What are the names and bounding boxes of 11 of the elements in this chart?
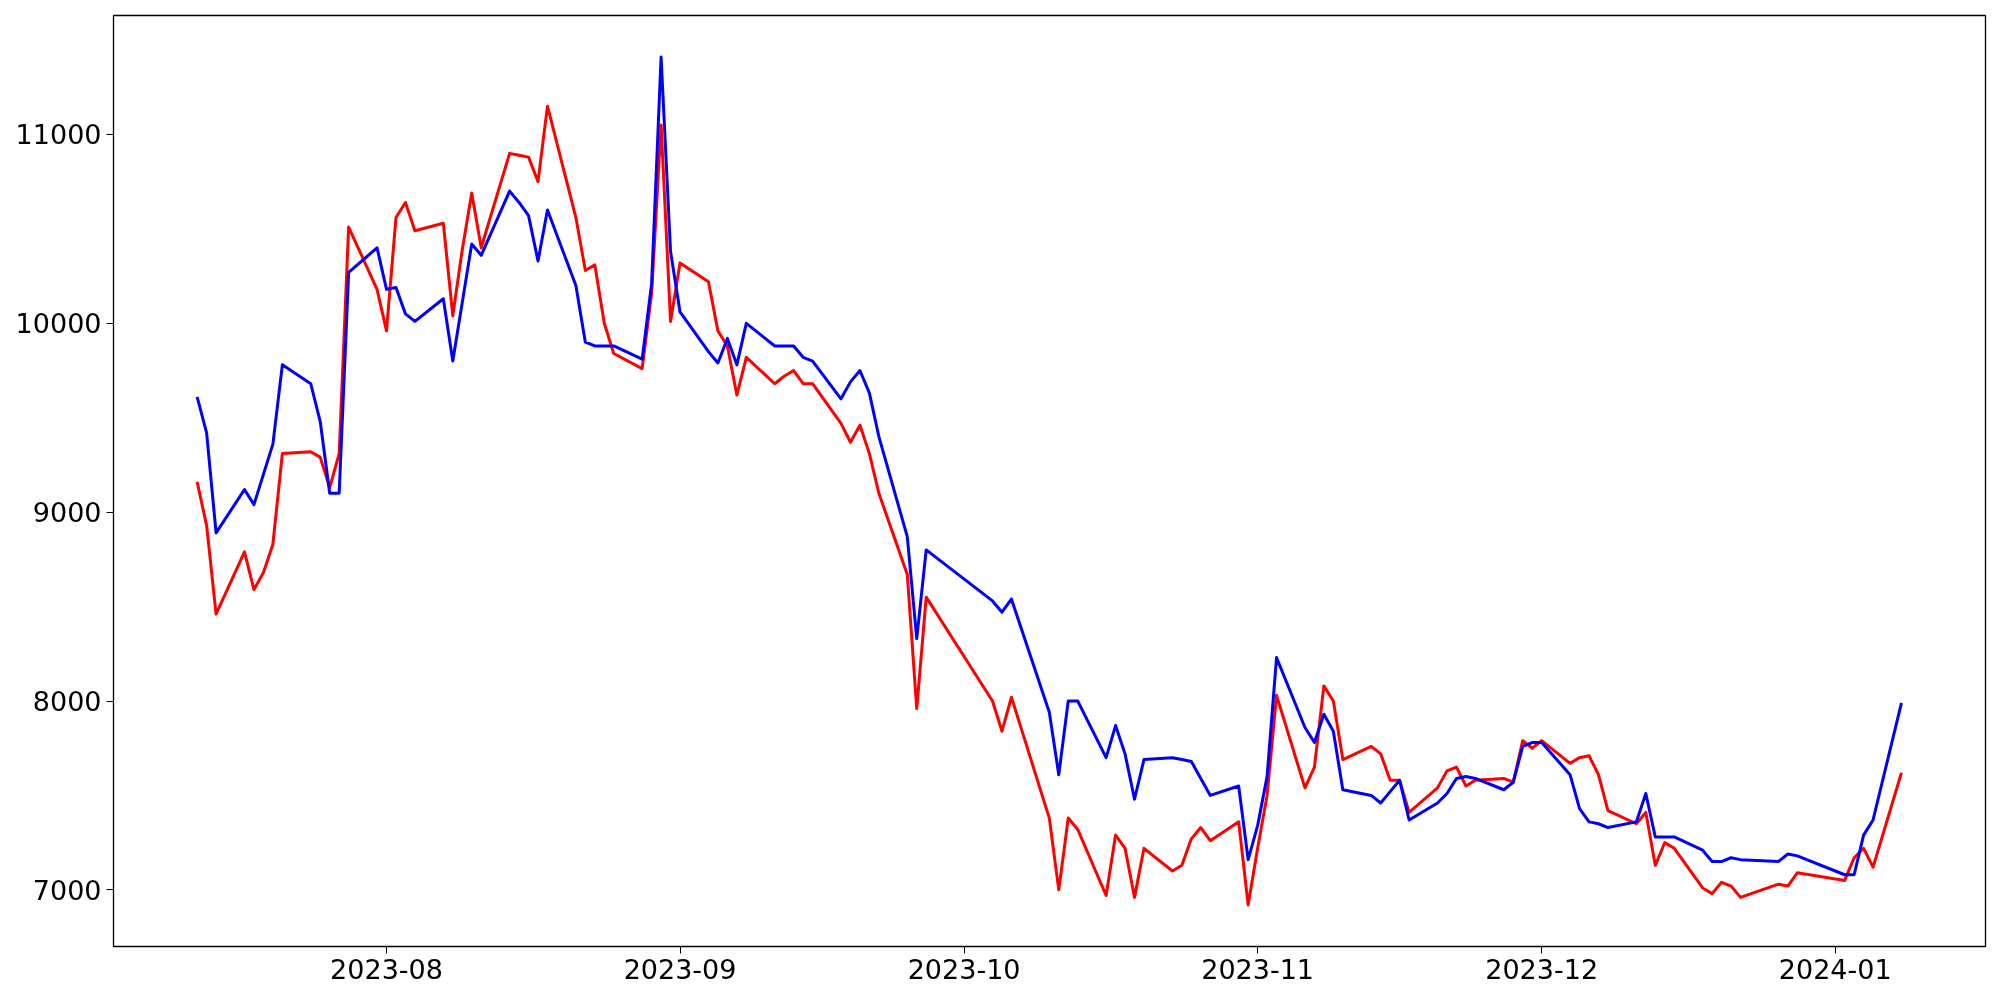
y-tick-label: 8000 [32,686,102,717]
x-tick-label: 2023-10 [907,953,1021,985]
y-tick-label: 7000 [32,874,102,906]
y-tick-label: 10000 [15,308,102,340]
x-tick-label: 2023-09 [623,953,737,985]
x-tick-label: 2023-11 [1201,953,1315,985]
x-tick-label: 2024-01 [1778,953,1892,985]
x-tick-label: 2023-12 [1485,953,1599,985]
y-tick-label: 9000 [32,497,102,529]
y-tick-label: 11000 [15,119,102,151]
x-tick-label: 2023-08 [330,953,443,985]
